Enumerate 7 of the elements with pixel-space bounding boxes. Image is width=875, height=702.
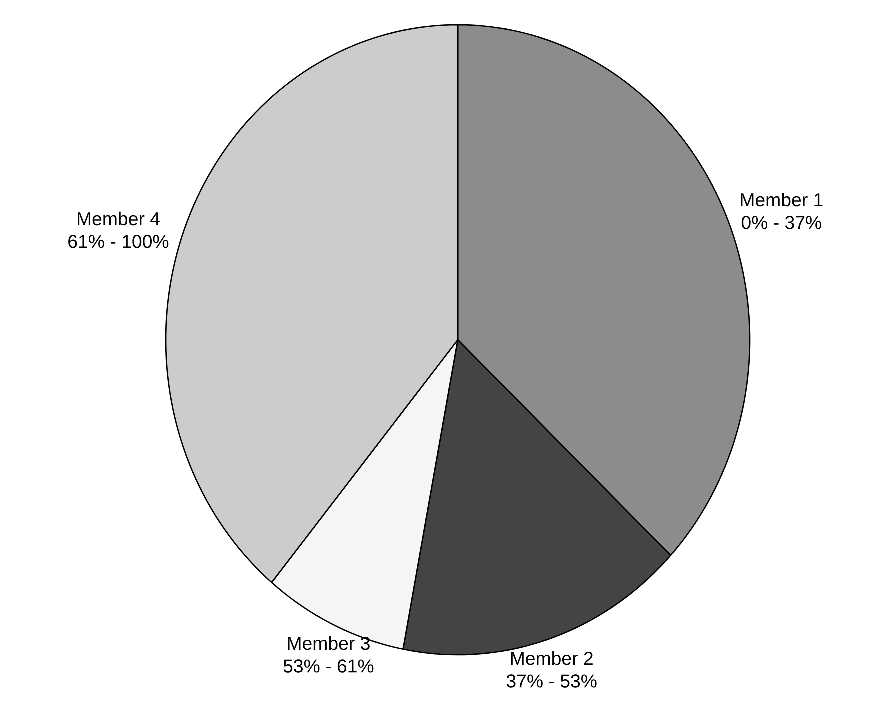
slice-label: Member 2 — [511, 651, 593, 666]
text: 53% - 61% — [284, 660, 374, 673]
slice-label: Member 1 — [741, 192, 823, 207]
text: 37% - 53% — [506, 674, 597, 688]
slice-label: Member 4 — [78, 212, 160, 226]
text: 0% - 37% — [742, 216, 822, 230]
text: 61% - 100% — [68, 235, 169, 248]
